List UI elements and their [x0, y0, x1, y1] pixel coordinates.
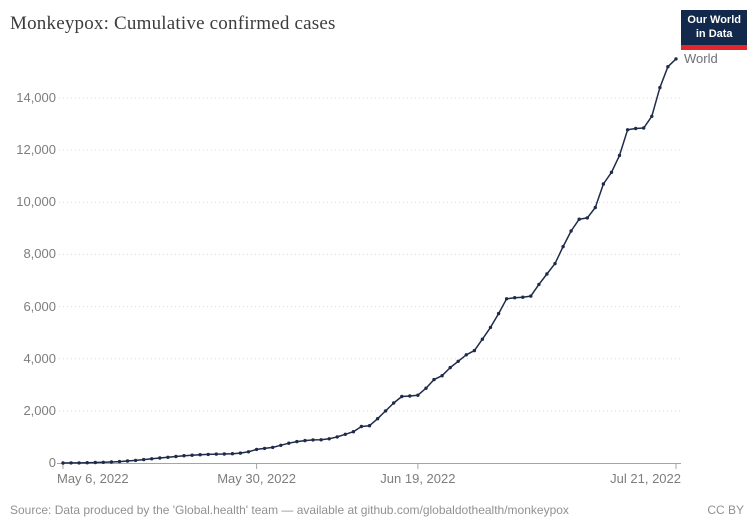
owid-logo[interactable]: Our World in Data	[681, 10, 747, 50]
x-tick-label: May 30, 2022	[217, 471, 296, 486]
series-line-world	[62, 58, 677, 464]
y-tick-label: 4,000	[23, 350, 56, 366]
license-badge[interactable]: CC BY	[707, 503, 744, 517]
x-tick-label: May 6, 2022	[57, 471, 129, 486]
y-tick-label: 10,000	[16, 194, 56, 210]
y-tick-label: 14,000	[16, 90, 56, 105]
footer: Source: Data produced by the 'Global.hea…	[10, 503, 744, 517]
x-tick-label: Jul 21, 2022	[610, 471, 681, 486]
owid-logo-line1: Our World	[687, 14, 741, 26]
y-tick-label: 2,000	[23, 402, 56, 418]
x-axis	[57, 463, 681, 469]
source-note: Source: Data produced by the 'Global.hea…	[10, 503, 569, 517]
owid-logo-line2: in Data	[695, 27, 733, 40]
entity-label-world[interactable]: World	[684, 50, 718, 66]
series-markers-world	[61, 57, 678, 465]
y-tick-label: 6,000	[23, 298, 56, 314]
x-tick-label: Jun 19, 2022	[380, 471, 456, 486]
y-tick-label: 0	[48, 455, 56, 470]
y-tick-label: 12,000	[16, 142, 56, 158]
chart-title: Monkeypox: Cumulative confirmed cases	[10, 13, 336, 34]
y-tick-label: 8,000	[23, 246, 56, 262]
y-gridlines	[59, 97, 681, 412]
